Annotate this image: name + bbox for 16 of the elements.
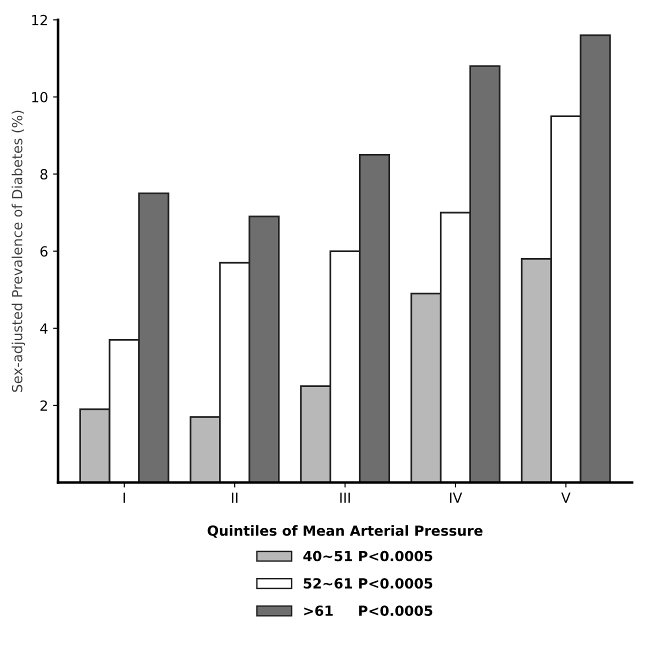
- x-tick-label: III: [340, 492, 350, 503]
- x-tick-label: IV: [450, 492, 462, 503]
- x-axis-title: Quintiles of Mean Arterial Pressure: [208, 525, 482, 538]
- legend-label: >61 P<0.0005: [304, 605, 432, 616]
- x-tick-label: V: [561, 492, 570, 503]
- y-tick-label: 8: [40, 169, 48, 180]
- x-tick-label: I: [124, 492, 125, 503]
- y-tick-label: 4: [40, 323, 48, 334]
- x-tick-label: II: [232, 492, 238, 503]
- legend-label: 40~51 P<0.0005: [303, 550, 432, 562]
- y-tick-label: 6: [40, 246, 48, 257]
- y-axis-title: Sex-adjusted Prevalence of Diabetes (%): [12, 110, 26, 392]
- y-tick-label: 10: [32, 92, 48, 102]
- y-tick-label: 2: [40, 400, 47, 411]
- y-tick-label: 12: [32, 14, 47, 26]
- legend-label: 52~61 P<0.0005: [304, 578, 432, 589]
